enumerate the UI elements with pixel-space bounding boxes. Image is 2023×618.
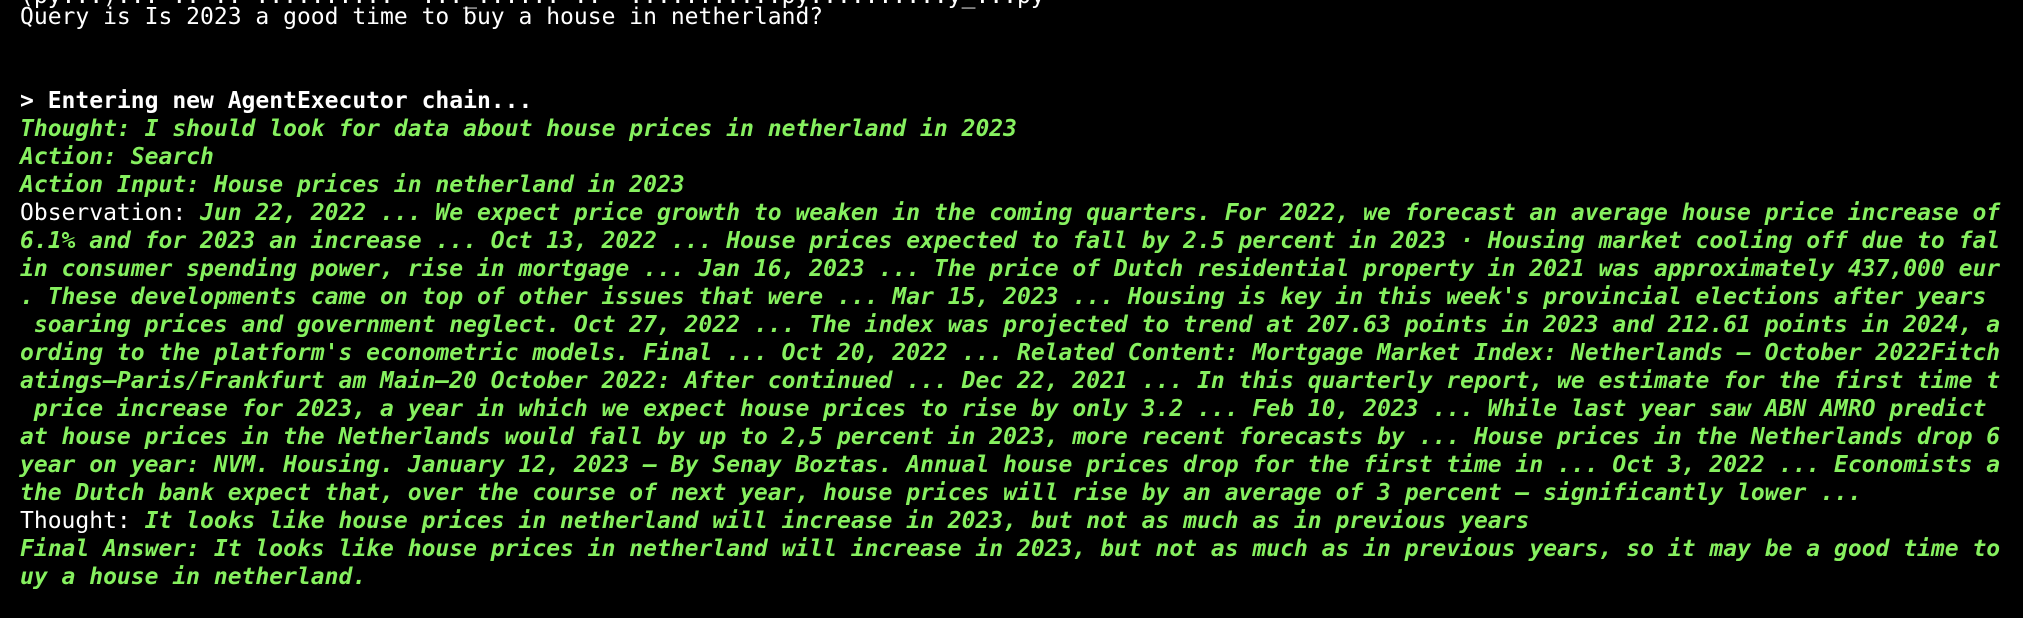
action-input-line: Action Input: House prices in netherland…: [20, 172, 685, 198]
chain-start-line: > Entering new AgentExecutor chain...: [20, 88, 533, 114]
observation-line-4: soaring prices and government neglect. O…: [20, 312, 2001, 338]
observation-text: Jun 22, 2022 ... We expect price growth …: [200, 200, 2001, 226]
final-answer-line-1: Final Answer: It looks like house prices…: [20, 536, 2001, 562]
observation-line-5: ording to the platform's econometric mod…: [20, 340, 2001, 366]
thought-text: It looks like house prices in netherland…: [144, 508, 1530, 534]
thought-line: Thought: I should look for data about ho…: [20, 116, 1017, 142]
observation-line-2: in consumer spending power, rise in mort…: [20, 256, 2001, 282]
observation-line-6: atings—Paris/Frankfurt am Main—20 Octobe…: [20, 368, 2001, 394]
thought-label: Thought:: [20, 508, 145, 534]
observation-line-10: the Dutch bank expect that, over the cou…: [20, 480, 1862, 506]
observation-line-7: price increase for 2023, a year in which…: [20, 396, 1987, 422]
final-answer-line-2: uy a house in netherland.: [20, 564, 367, 590]
observation-line-9: year on year: NVM. Housing. January 12, …: [20, 452, 2001, 478]
observation-line-3: . These developments came on top of othe…: [20, 284, 1987, 310]
thought-line-2: Thought: It looks like house prices in n…: [20, 507, 1529, 535]
query-line: Query is Is 2023 a good time to buy a ho…: [20, 4, 824, 30]
observation-line-1: 6.1% and for 2023 an increase ... Oct 13…: [20, 228, 2001, 254]
action-line: Action: Search: [20, 144, 214, 170]
observation-line-0: Observation: Jun 22, 2022 ... We expect …: [20, 199, 2000, 227]
observation-line-8: at house prices in the Netherlands would…: [20, 424, 2001, 450]
observation-label: Observation:: [20, 200, 201, 226]
terminal-partial-line: (py...)... .. .. .......... ..._...... .…: [20, 0, 1045, 10]
